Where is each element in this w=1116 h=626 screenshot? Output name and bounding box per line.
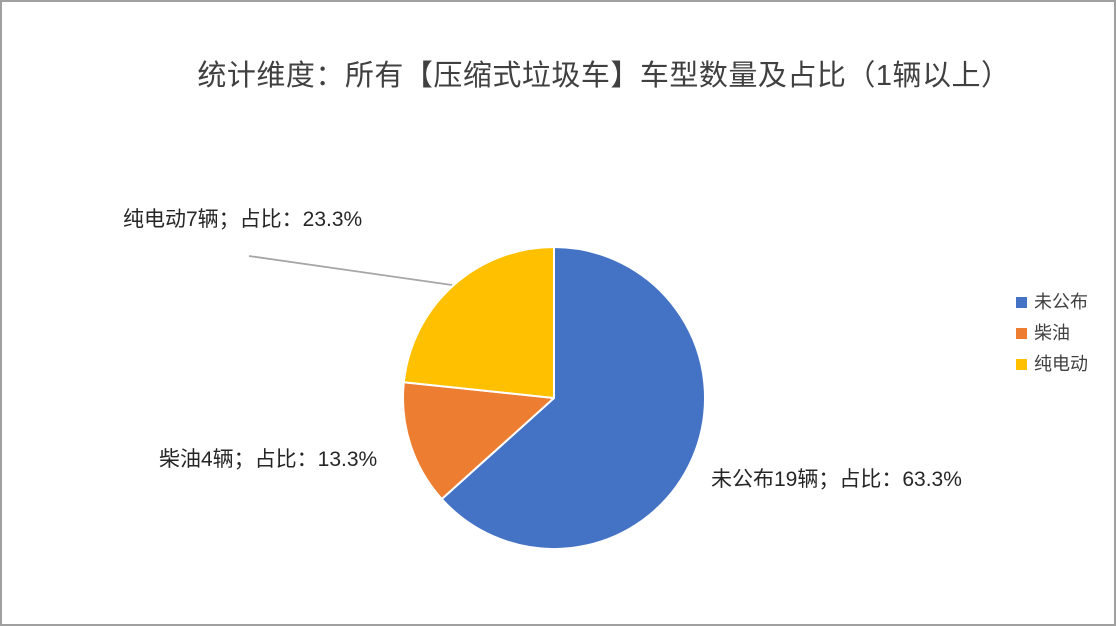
legend-swatch-diesel <box>1016 327 1027 339</box>
legend-label-electric: 纯电动 <box>1034 354 1088 374</box>
legend: 未公布 柴油 纯电动 <box>1016 291 1088 375</box>
legend-item-diesel[interactable]: 柴油 <box>1016 322 1088 344</box>
legend-swatch-not-published <box>1016 296 1027 308</box>
data-label-electric: 纯电动7辆；占比：23.3% <box>123 208 363 231</box>
legend-label-not-published: 未公布 <box>1034 292 1088 312</box>
data-label-diesel: 柴油4辆；占比：13.3% <box>159 448 378 471</box>
legend-item-not-published[interactable]: 未公布 <box>1016 291 1088 313</box>
pie-slice-diesel[interactable] <box>402 381 555 501</box>
chart-title: 统计维度：所有【压缩式垃圾车】车型数量及占比（1辆以上） <box>197 60 1011 92</box>
pie-slice-not-published[interactable] <box>440 246 706 550</box>
legend-swatch-electric <box>1016 358 1027 370</box>
pie-slice-electric[interactable] <box>402 246 555 399</box>
leader-line-electric <box>248 255 453 286</box>
legend-item-electric[interactable]: 纯电动 <box>1016 353 1088 375</box>
data-label-not-published: 未公布19辆；占比：63.3% <box>711 468 962 491</box>
legend-label-diesel: 柴油 <box>1034 323 1070 343</box>
